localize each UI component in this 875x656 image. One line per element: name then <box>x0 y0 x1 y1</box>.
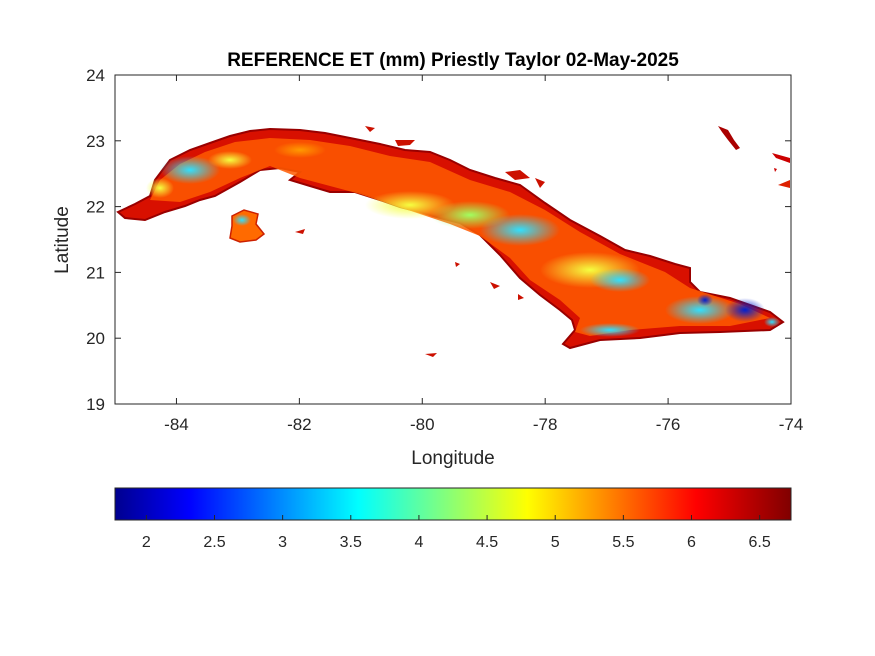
x-axis-label: Longitude <box>411 448 494 469</box>
colorbar-tick-label: 2 <box>142 534 151 551</box>
isla-blot <box>233 214 251 226</box>
colorbar-tick-label: 6 <box>687 534 696 551</box>
tiny-fragment <box>774 168 777 172</box>
cay-north-2 <box>395 140 415 146</box>
blot-havana <box>274 142 326 158</box>
blot-east-1 <box>665 296 735 324</box>
colorbar <box>114 487 792 521</box>
colorbar-tick-label: 4 <box>414 534 423 551</box>
y-tick-label: 21 <box>86 263 105 282</box>
blot-camaguey-2 <box>590 268 650 292</box>
cay-south-3 <box>490 282 500 289</box>
hispaniola-fragment-1 <box>772 153 790 163</box>
blot-pinar <box>208 151 252 169</box>
y-tick-label: 22 <box>86 198 105 217</box>
cay-south-5 <box>425 353 437 357</box>
map-plot <box>116 126 790 357</box>
x-tick-label: -84 <box>164 415 189 434</box>
x-tick-label: -82 <box>287 415 312 434</box>
blot-central-3 <box>480 214 560 246</box>
chart-title: REFERENCE ET (mm) Priestly Taylor 02-May… <box>227 50 679 71</box>
colorbar-tick-label: 6.5 <box>749 534 771 551</box>
colorbar-tick-label: 2.5 <box>203 534 225 551</box>
colorbar-tick-label: 5.5 <box>612 534 634 551</box>
x-axis-ticks: -84 -82 -80 -78 -76 -74 <box>164 75 803 434</box>
y-axis-ticks: 19 20 21 22 23 24 <box>86 66 791 414</box>
y-axis-label: Latitude <box>52 206 73 274</box>
x-tick-label: -78 <box>533 415 558 434</box>
y-tick-label: 23 <box>86 132 105 151</box>
x-tick-label: -80 <box>410 415 435 434</box>
isla-de-la-juventud <box>229 209 266 243</box>
colorbar-ticks: 2 2.5 3 3.5 4 4.5 5 5.5 6 6.5 <box>142 515 771 551</box>
x-tick-label: -76 <box>656 415 681 434</box>
blot-west-2 <box>146 178 174 198</box>
blot-west <box>160 156 220 184</box>
blot-south <box>580 323 640 337</box>
colorbar-tick-label: 5 <box>551 534 560 551</box>
cay-south-4 <box>518 294 524 300</box>
blot-east-3 <box>697 294 713 306</box>
blot-east-4 <box>764 317 780 327</box>
x-tick-label: -74 <box>779 415 804 434</box>
colorbar-tick-label: 3.5 <box>340 534 362 551</box>
hispaniola-fragment-2 <box>778 180 790 188</box>
cay-north-4 <box>535 178 545 188</box>
plot-box <box>114 74 792 405</box>
y-tick-label: 20 <box>86 329 105 348</box>
bahamas-fragment <box>718 126 740 150</box>
cay-north-3 <box>505 170 530 180</box>
y-tick-label: 19 <box>86 395 105 414</box>
cay-south-1 <box>295 229 305 234</box>
colorbar-tick-label: 4.5 <box>476 534 498 551</box>
cay-north-1 <box>365 126 375 132</box>
y-tick-label: 24 <box>86 66 105 85</box>
colorbar-tick-label: 3 <box>278 534 287 551</box>
blot-east-2 <box>725 298 765 322</box>
cay-south-2 <box>455 262 460 267</box>
